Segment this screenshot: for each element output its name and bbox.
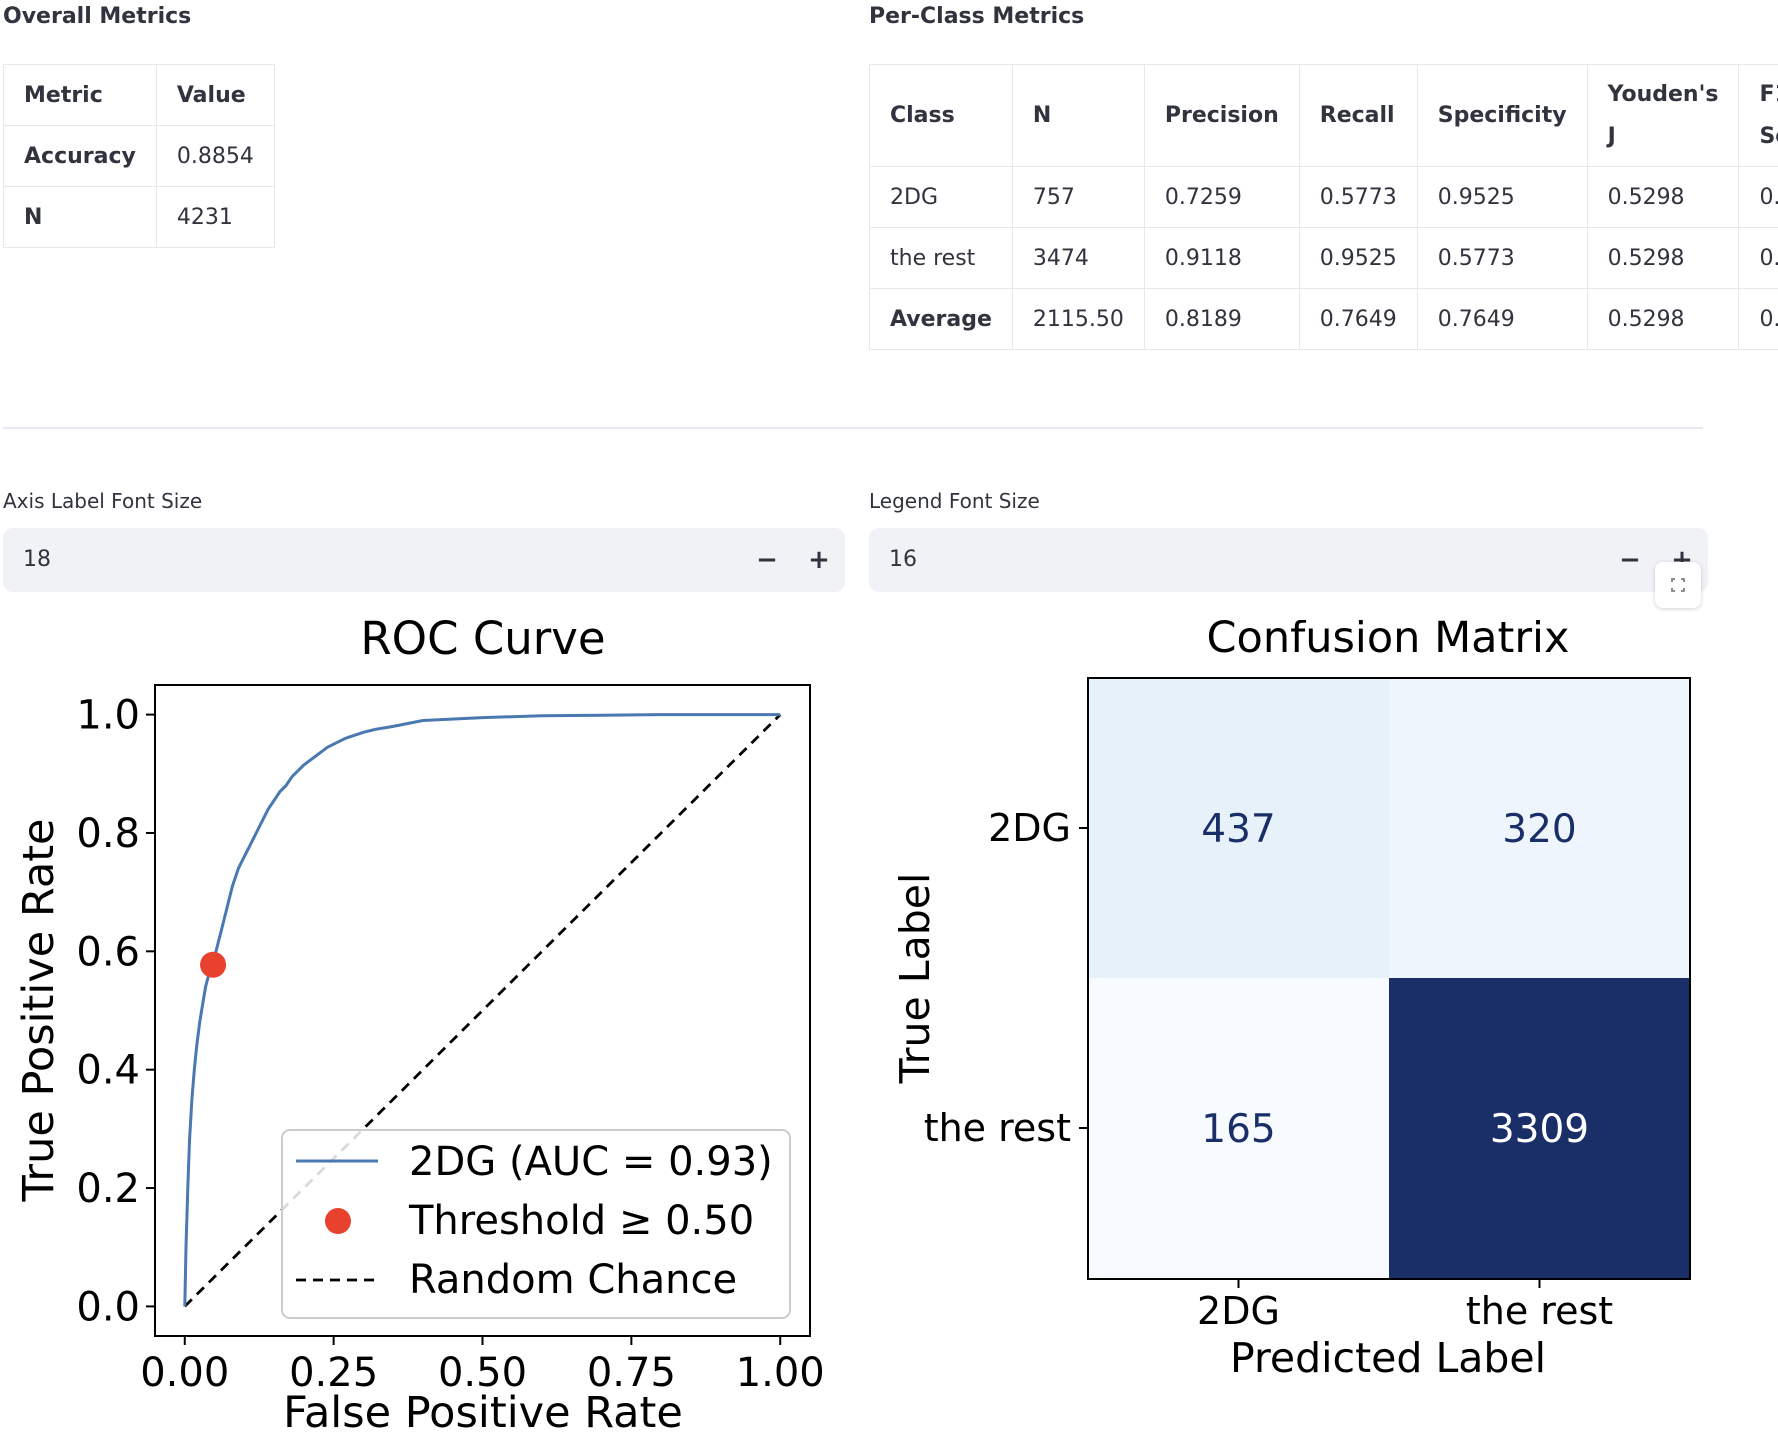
confusion-matrix-chart: Confusion Matrix 437 320 165 3309 2DG the re… [891, 620, 1691, 1382]
table-cell: 0.7649 [1416, 288, 1588, 350]
axis-font-size-increment-button[interactable]: + [808, 545, 830, 575]
table-cell: 4231 [155, 186, 275, 248]
x-tick-label: 0.00 [140, 1350, 229, 1396]
roc-curve-line [183, 713, 781, 1307]
y-tick-label: 0.4 [76, 1048, 140, 1094]
legend-entry-threshold: Threshold ≥ 0.50 [408, 1198, 754, 1244]
table-cell: 0.9317 [1738, 227, 1778, 289]
axis-font-size-label: Axis Label Font Size [3, 489, 203, 513]
cm-x-axis-label: Predicted Label [1230, 1334, 1546, 1382]
cm-cell-value: 320 [1502, 807, 1576, 852]
cm-cell [1088, 678, 1389, 978]
column-header: Precision [1143, 64, 1300, 167]
table-cell: 0.5773 [1298, 166, 1418, 228]
table-header-row: Class N Precision Recall Specificity You… [869, 64, 1778, 167]
axis-font-size-value[interactable]: 18 [23, 547, 51, 572]
per-class-metrics-title: Per-Class Metrics [869, 4, 1085, 29]
x-tick-label: 1.00 [736, 1350, 825, 1396]
cm-x-tick-label: 2DG [1197, 1289, 1280, 1333]
threshold-point [200, 951, 227, 978]
table-cell: 0.7259 [1143, 166, 1300, 228]
table-cell: 0.9525 [1298, 227, 1418, 289]
column-header: Class [869, 64, 1013, 167]
cm-plot-border [1087, 677, 1691, 1280]
table-cell: 0.5298 [1586, 288, 1740, 350]
overall-metrics-table: Metric Value Accuracy 0.8854 N 4231 [3, 64, 275, 248]
table-cell: 2115.50 [1011, 288, 1145, 350]
cm-cell-value: 437 [1201, 807, 1275, 852]
legend-box [281, 1129, 791, 1319]
axis-font-size-decrement-button[interactable]: − [756, 545, 778, 575]
fullscreen-icon [1671, 578, 1685, 592]
overall-metrics-title: Overall Metrics [3, 4, 192, 29]
legend-font-size-input[interactable]: 16 − + [869, 528, 1708, 592]
fullscreen-button[interactable] [1655, 562, 1701, 608]
column-header: N [1011, 64, 1145, 167]
roc-chart: ROC Curve 0.00 0.25 0.50 0.75 1.00 0.0 0.2 0.4 0… [14, 620, 825, 1438]
cm-cell [1088, 978, 1389, 1278]
cm-x-tick-label: the rest [1466, 1289, 1613, 1333]
roc-legend: 2DG (AUC = 0.93) Threshold ≥ 0.50 Random… [281, 1129, 791, 1319]
row-header: N [3, 186, 157, 248]
row-header: the rest [869, 227, 1013, 289]
cm-cell-value: 3309 [1490, 1107, 1589, 1152]
table-cell: 3474 [1011, 227, 1145, 289]
table-cell: 0.7649 [1298, 288, 1418, 350]
per-class-table-body: 2DG7570.72590.57730.95250.52980.6431the … [869, 166, 1778, 350]
cm-y-tick-label: the rest [924, 1106, 1071, 1150]
y-tick-label: 0.2 [76, 1166, 140, 1212]
table-cell: 0.8189 [1143, 288, 1300, 350]
x-tick-label: 0.50 [438, 1350, 527, 1396]
section-divider [3, 427, 1703, 429]
table-cell: 0.5298 [1586, 227, 1740, 289]
y-tick-label: 0.6 [76, 929, 140, 975]
table-row: the rest34740.91180.95250.57730.52980.93… [869, 227, 1778, 289]
x-tick-label: 0.75 [587, 1350, 676, 1396]
table-cell: 0.9525 [1416, 166, 1588, 228]
table-cell: 0.7874 [1738, 288, 1778, 350]
row-header: Accuracy [3, 125, 157, 187]
table-row: Accuracy 0.8854 [3, 125, 275, 187]
table-cell: 757 [1011, 166, 1145, 228]
table-row: N 4231 [3, 186, 275, 248]
legend-entry-roc: 2DG (AUC = 0.93) [409, 1139, 773, 1185]
y-tick-label: 1.0 [76, 693, 140, 739]
cm-cell-value: 165 [1201, 1107, 1275, 1152]
column-header: Youden's J [1586, 64, 1740, 167]
row-header: 2DG [869, 166, 1013, 228]
axis-font-size-input[interactable]: 18 − + [3, 528, 845, 592]
y-tick-label: 0.8 [76, 811, 140, 857]
table-cell: 0.8854 [155, 125, 275, 187]
legend-font-size-value[interactable]: 16 [889, 547, 917, 572]
cm-cell [1389, 978, 1690, 1278]
roc-x-axis-label: False Positive Rate [283, 1388, 683, 1438]
legend-point-swatch [325, 1208, 351, 1234]
table-row: Average2115.500.81890.76490.76490.52980.… [869, 288, 1778, 350]
column-header: Specificity [1416, 64, 1588, 167]
table-cell: 0.5298 [1586, 166, 1740, 228]
row-header: Average [869, 288, 1013, 350]
cm-title: Confusion Matrix [1207, 620, 1570, 663]
table-cell: 0.6431 [1738, 166, 1778, 228]
cm-y-tick-label: 2DG [988, 806, 1071, 850]
column-header: Metric [3, 64, 157, 126]
legend-font-size-decrement-button[interactable]: − [1619, 545, 1641, 575]
legend-font-size-label: Legend Font Size [869, 489, 1040, 513]
cm-cell [1389, 678, 1690, 978]
column-header: Recall [1298, 64, 1418, 167]
roc-title: ROC Curve [360, 620, 605, 665]
column-header: Value [155, 64, 275, 126]
table-cell: 0.5773 [1416, 227, 1588, 289]
x-tick-label: 0.25 [289, 1350, 378, 1396]
table-cell: 0.9118 [1143, 227, 1300, 289]
column-header: F1 Score [1738, 64, 1778, 167]
cm-y-axis-label: True Label [891, 873, 939, 1085]
y-tick-label: 0.0 [76, 1284, 140, 1330]
table-header-row: Metric Value [3, 64, 275, 126]
per-class-metrics-table: Class N Precision Recall Specificity You… [869, 64, 1778, 350]
legend-entry-random: Random Chance [409, 1257, 737, 1303]
roc-y-axis-label: True Positive Rate [14, 818, 64, 1202]
